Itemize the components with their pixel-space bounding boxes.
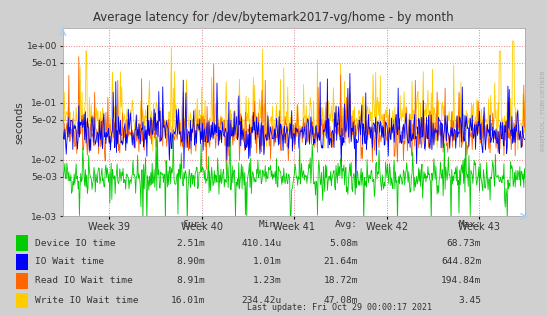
Text: 8.91m: 8.91m [176, 276, 205, 285]
Y-axis label: seconds: seconds [14, 101, 24, 144]
Text: 68.73m: 68.73m [447, 239, 481, 247]
Text: Write IO Wait time: Write IO Wait time [35, 296, 138, 305]
Text: Cur:: Cur: [182, 220, 205, 229]
Text: Max:: Max: [458, 220, 481, 229]
Text: 8.90m: 8.90m [176, 258, 205, 266]
Text: 234.42u: 234.42u [241, 296, 282, 305]
Text: Avg:: Avg: [335, 220, 358, 229]
Text: 47.08m: 47.08m [324, 296, 358, 305]
Text: IO Wait time: IO Wait time [35, 258, 104, 266]
Text: 5.08m: 5.08m [329, 239, 358, 247]
Text: 21.64m: 21.64m [324, 258, 358, 266]
Text: Min:: Min: [259, 220, 282, 229]
Text: 16.01m: 16.01m [171, 296, 205, 305]
Text: Device IO time: Device IO time [35, 239, 115, 247]
Text: Read IO Wait time: Read IO Wait time [35, 276, 133, 285]
Text: 2.51m: 2.51m [176, 239, 205, 247]
Text: 644.82m: 644.82m [441, 258, 481, 266]
Text: Average latency for /dev/bytemark2017-vg/home - by month: Average latency for /dev/bytemark2017-vg… [93, 11, 454, 24]
Text: RRDTOOL / TOBI OETIKER: RRDTOOL / TOBI OETIKER [541, 70, 546, 151]
Text: 1.23m: 1.23m [253, 276, 282, 285]
Text: 194.84m: 194.84m [441, 276, 481, 285]
Text: 3.45: 3.45 [458, 296, 481, 305]
Text: 410.14u: 410.14u [241, 239, 282, 247]
Text: 1.01m: 1.01m [253, 258, 282, 266]
Text: Last update: Fri Oct 29 00:00:17 2021: Last update: Fri Oct 29 00:00:17 2021 [247, 303, 432, 312]
Text: 18.72m: 18.72m [324, 276, 358, 285]
